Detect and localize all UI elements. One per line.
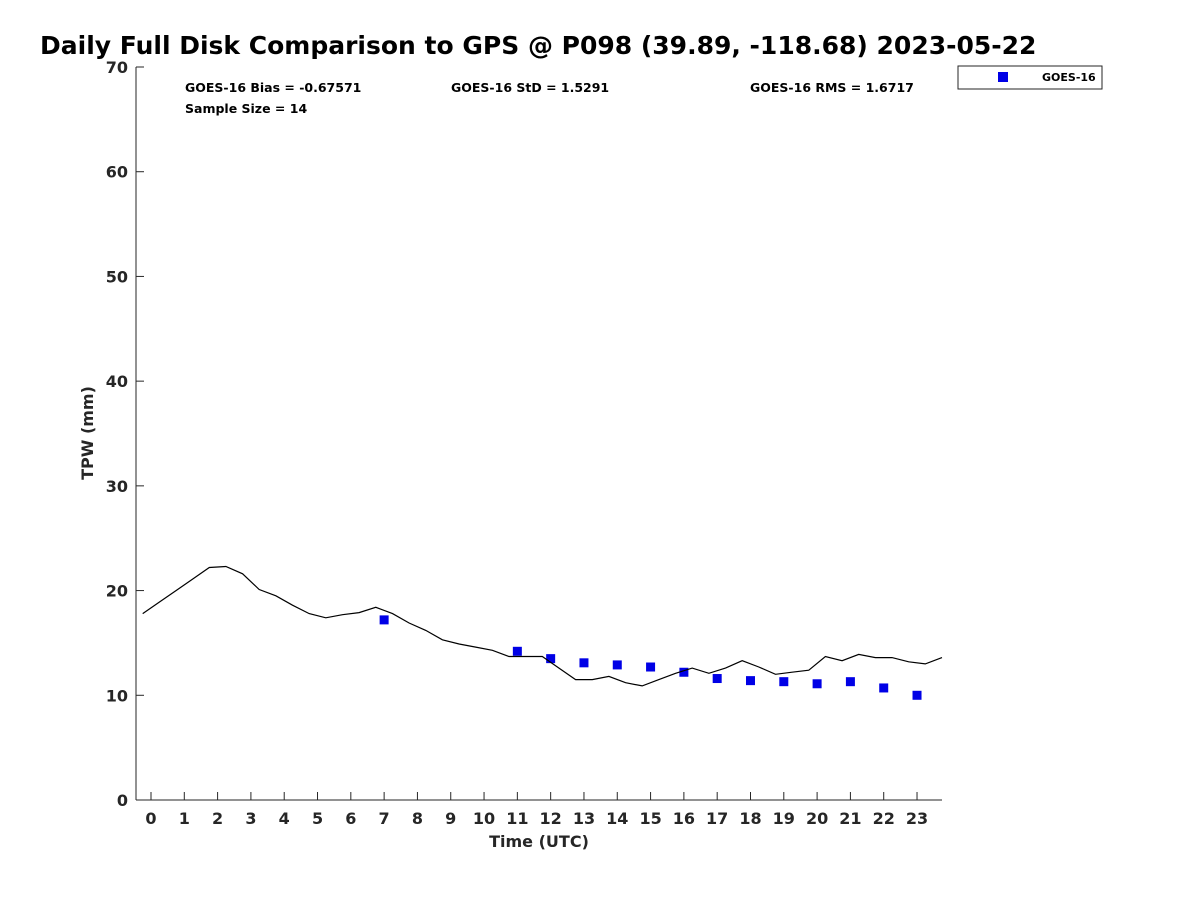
goes16-point xyxy=(579,658,589,668)
goes16-point xyxy=(879,683,889,693)
x-tick-label: 2 xyxy=(212,809,223,828)
y-tick-label: 70 xyxy=(106,58,128,77)
legend-marker-goes16 xyxy=(998,72,1008,82)
goes16-point xyxy=(812,679,822,689)
y-tick-label: 60 xyxy=(106,163,128,182)
x-tick-label: 15 xyxy=(639,809,661,828)
goes16-point xyxy=(646,662,656,672)
goes16-point xyxy=(679,667,689,677)
x-tick-label: 1 xyxy=(179,809,190,828)
x-tick-label: 0 xyxy=(145,809,156,828)
goes16-point xyxy=(612,660,622,670)
x-tick-label: 10 xyxy=(473,809,495,828)
goes16-point xyxy=(379,615,389,625)
x-tick-label: 6 xyxy=(345,809,356,828)
x-tick-label: 14 xyxy=(606,809,628,828)
y-tick-label: 0 xyxy=(117,791,128,810)
x-tick-label: 17 xyxy=(706,809,728,828)
stat-rms: GOES-16 RMS = 1.6717 xyxy=(750,80,914,95)
stat-std: GOES-16 StD = 1.5291 xyxy=(451,80,609,95)
y-tick-label: 30 xyxy=(106,477,128,496)
goes16-point xyxy=(845,677,855,687)
plot-area xyxy=(142,565,943,700)
goes16-point xyxy=(512,646,522,656)
stat-bias: GOES-16 Bias = -0.67571 xyxy=(185,80,361,95)
y-ticks: 0 10 20 30 40 50 60 70 xyxy=(106,58,144,810)
stat-sample-size: Sample Size = 14 xyxy=(185,101,307,116)
legend-box xyxy=(957,65,1103,90)
x-ticks: 0 1 2 3 4 5 6 7 8 9 10 11 12 13 14 15 16 17 18 19 20 21 22 23 xyxy=(145,792,928,828)
x-tick-label: 12 xyxy=(540,809,562,828)
y-tick-label: 10 xyxy=(106,686,128,705)
gps-line xyxy=(142,565,943,687)
legend: GOES-16 xyxy=(957,65,1103,90)
y-tick-label: 20 xyxy=(106,582,128,601)
x-tick-label: 20 xyxy=(806,809,828,828)
x-tick-label: 18 xyxy=(739,809,761,828)
goes16-point xyxy=(546,654,556,664)
goes16-point xyxy=(912,690,922,700)
x-tick-label: 21 xyxy=(839,809,861,828)
legend-label-goes16: GOES-16 xyxy=(1042,71,1096,84)
x-tick-label: 22 xyxy=(873,809,895,828)
x-tick-label: 3 xyxy=(245,809,256,828)
axes: 0 1 2 3 4 5 6 7 8 9 10 11 12 13 14 15 16 17 18 19 20 21 22 23 0… xyxy=(106,58,942,828)
x-tick-label: 23 xyxy=(906,809,928,828)
y-tick-label: 40 xyxy=(106,372,128,391)
x-tick-label: 9 xyxy=(445,809,456,828)
x-axis-label: Time (UTC) xyxy=(489,832,589,851)
chart-title: Daily Full Disk Comparison to GPS @ P098… xyxy=(40,31,1036,60)
goes16-point xyxy=(712,674,722,684)
x-tick-label: 7 xyxy=(379,809,390,828)
y-tick-label: 50 xyxy=(106,267,128,286)
x-tick-label: 11 xyxy=(506,809,528,828)
x-tick-label: 19 xyxy=(773,809,795,828)
x-tick-label: 8 xyxy=(412,809,423,828)
goes16-point xyxy=(745,676,755,686)
y-axis-label: TPW (mm) xyxy=(78,386,97,480)
x-tick-label: 13 xyxy=(573,809,595,828)
x-tick-label: 16 xyxy=(673,809,695,828)
x-tick-label: 5 xyxy=(312,809,323,828)
goes16-point xyxy=(779,677,789,687)
x-tick-label: 4 xyxy=(279,809,290,828)
